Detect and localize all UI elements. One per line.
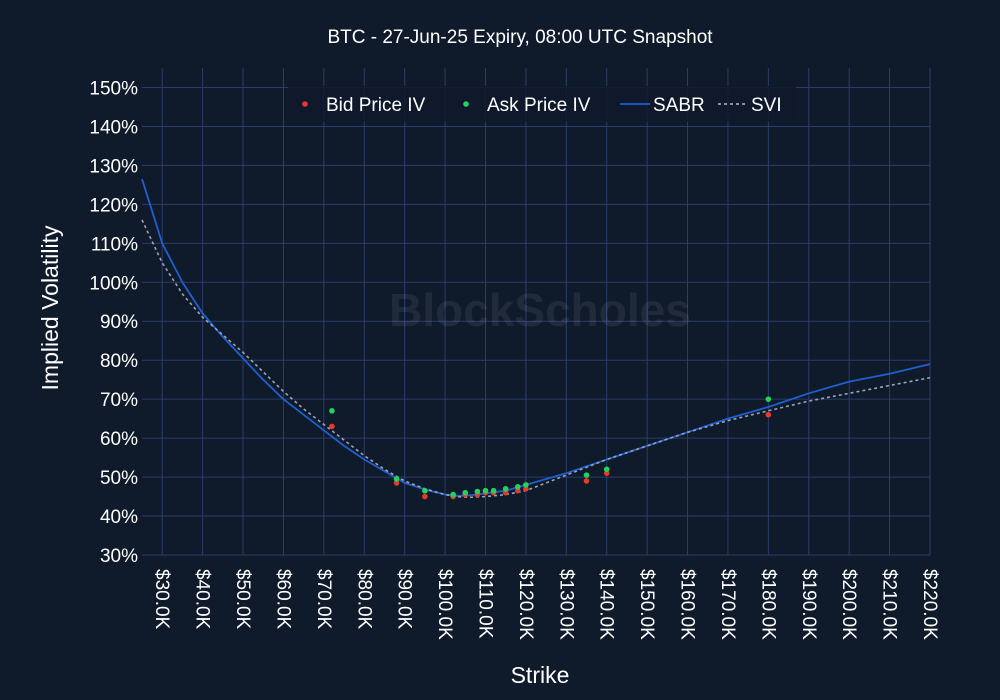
x-tick-label: $170.0K <box>717 569 738 640</box>
bid-iv-point <box>603 470 610 476</box>
legend-item-bid[interactable]: Bid Price IV <box>302 95 426 116</box>
y-tick-labels: 30% 40% 50% 60% 70% 80% 90% 100% 110% 120% 130% 140… <box>89 78 138 567</box>
y-tick-label: 30% <box>100 546 138 567</box>
legend-marker-ask <box>463 101 469 107</box>
bid-iv-point <box>502 489 509 496</box>
ask-iv-point <box>393 476 400 482</box>
ask-iv-point <box>329 408 335 414</box>
y-axis-label: Implied Volatility <box>37 225 63 390</box>
x-tick-label: $120.0K <box>515 569 536 640</box>
legend-item-sabr[interactable]: SABR <box>620 95 705 116</box>
x-tick-labels: $30.0K $40.0K $50.0K $60.0K $70.0K $80.0K $90.… <box>151 569 940 640</box>
grid <box>142 68 931 556</box>
bid-iv-point <box>393 480 400 486</box>
y-tick-label: 60% <box>100 429 138 450</box>
x-tick-label: $30.0K <box>151 569 172 630</box>
y-tick-label: 120% <box>89 195 138 216</box>
x-tick-label: $150.0K <box>636 569 657 640</box>
x-tick-label: $220.0K <box>919 569 940 640</box>
legend-item-ask[interactable]: Ask Price IV <box>463 95 591 116</box>
legend-label-bid: Bid Price IV <box>326 95 426 116</box>
x-tick-label: $60.0K <box>272 569 293 630</box>
x-tick-label: $190.0K <box>798 569 819 640</box>
y-tick-label: 100% <box>89 273 138 294</box>
ask-iv-point <box>515 484 521 490</box>
ask-iv-point <box>474 488 481 495</box>
y-tick-label: 140% <box>89 117 138 138</box>
x-tick-label: $130.0K <box>555 569 576 640</box>
y-tick-label: 110% <box>91 234 138 255</box>
x-tick-label: $200.0K <box>838 569 859 640</box>
ask-iv-point <box>603 466 610 473</box>
bid-iv-point <box>422 493 428 500</box>
ask-iv-point <box>583 472 590 478</box>
legend-marker-bid <box>302 101 308 107</box>
ask-iv-point <box>482 487 489 494</box>
watermark: BlockScholes <box>389 284 691 336</box>
legend-item-svi[interactable]: SVI <box>718 95 782 116</box>
y-tick-label: 40% <box>100 507 138 528</box>
ask-iv-point <box>490 487 497 494</box>
x-tick-label: $210.0K <box>879 569 900 640</box>
legend-background <box>288 86 796 122</box>
y-tick-label: 70% <box>100 390 138 411</box>
bid-iv-point <box>583 478 590 484</box>
x-tick-label: $180.0K <box>757 569 778 640</box>
x-tick-label: $80.0K <box>353 569 374 630</box>
ask-iv-point <box>422 487 428 494</box>
legend-label-svi: SVI <box>751 95 782 116</box>
ask-iv-point <box>765 396 772 402</box>
x-tick-label: $50.0K <box>232 569 253 630</box>
x-tick-label: $70.0K <box>313 569 334 630</box>
x-tick-label: $90.0K <box>394 569 415 630</box>
bid-iv-point <box>523 485 529 492</box>
chart-title: BTC - 27-Jun-25 Expiry, 08:00 UTC Snapsh… <box>327 27 713 48</box>
x-axis-label: Strike <box>511 662 570 688</box>
bid-iv-point <box>329 423 335 430</box>
ask-iv-point <box>502 485 509 492</box>
ask-iv-point <box>462 489 469 496</box>
bid-iv-point <box>515 487 521 494</box>
y-tick-label: 130% <box>89 156 138 177</box>
legend[interactable]: Bid Price IV Ask Price IV SABR SVI <box>288 86 796 122</box>
x-tick-label: $100.0K <box>434 569 455 640</box>
legend-label-sabr: SABR <box>653 95 705 116</box>
legend-label-ask: Ask Price IV <box>487 95 591 116</box>
x-tick-label: $160.0K <box>677 569 698 640</box>
x-tick-label: $110.0K <box>474 569 495 639</box>
ask-iv-point <box>450 491 456 498</box>
x-tick-label: $140.0K <box>596 569 617 640</box>
x-tick-label: $40.0K <box>192 569 213 630</box>
y-tick-label: 150% <box>89 78 138 99</box>
y-tick-label: 90% <box>100 312 138 333</box>
ask-iv-point <box>523 482 529 488</box>
series-points <box>329 396 772 500</box>
y-tick-label: 50% <box>100 468 138 489</box>
bid-iv-point <box>765 411 772 418</box>
y-tick-label: 80% <box>100 351 138 372</box>
